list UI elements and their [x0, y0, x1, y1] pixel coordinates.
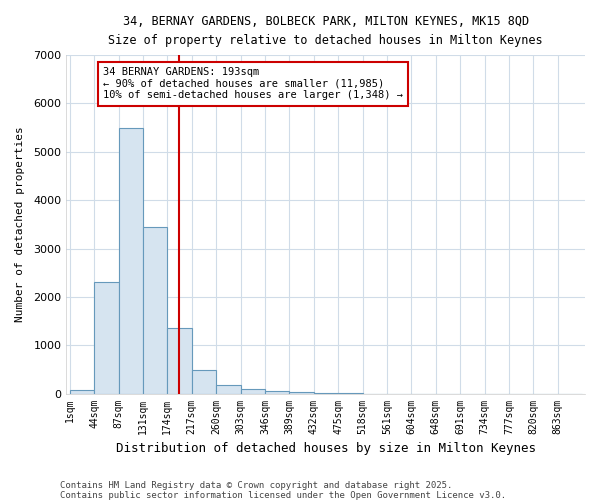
Text: Contains public sector information licensed under the Open Government Licence v3: Contains public sector information licen…	[60, 490, 506, 500]
Bar	[192, 370, 216, 394]
Bar	[94, 282, 119, 394]
Bar	[70, 390, 94, 394]
X-axis label: Distribution of detached houses by size in Milton Keynes: Distribution of detached houses by size …	[116, 442, 536, 455]
Bar	[119, 128, 143, 394]
Bar	[265, 391, 289, 394]
Text: Contains HM Land Registry data © Crown copyright and database right 2025.: Contains HM Land Registry data © Crown c…	[60, 480, 452, 490]
Title: 34, BERNAY GARDENS, BOLBECK PARK, MILTON KEYNES, MK15 8QD
Size of property relat: 34, BERNAY GARDENS, BOLBECK PARK, MILTON…	[109, 15, 543, 47]
Bar	[289, 392, 314, 394]
Bar	[216, 385, 241, 394]
Bar	[241, 388, 265, 394]
Y-axis label: Number of detached properties: Number of detached properties	[15, 126, 25, 322]
Bar	[143, 227, 167, 394]
Bar	[167, 328, 192, 394]
Text: 34 BERNAY GARDENS: 193sqm
← 90% of detached houses are smaller (11,985)
10% of s: 34 BERNAY GARDENS: 193sqm ← 90% of detac…	[103, 67, 403, 100]
